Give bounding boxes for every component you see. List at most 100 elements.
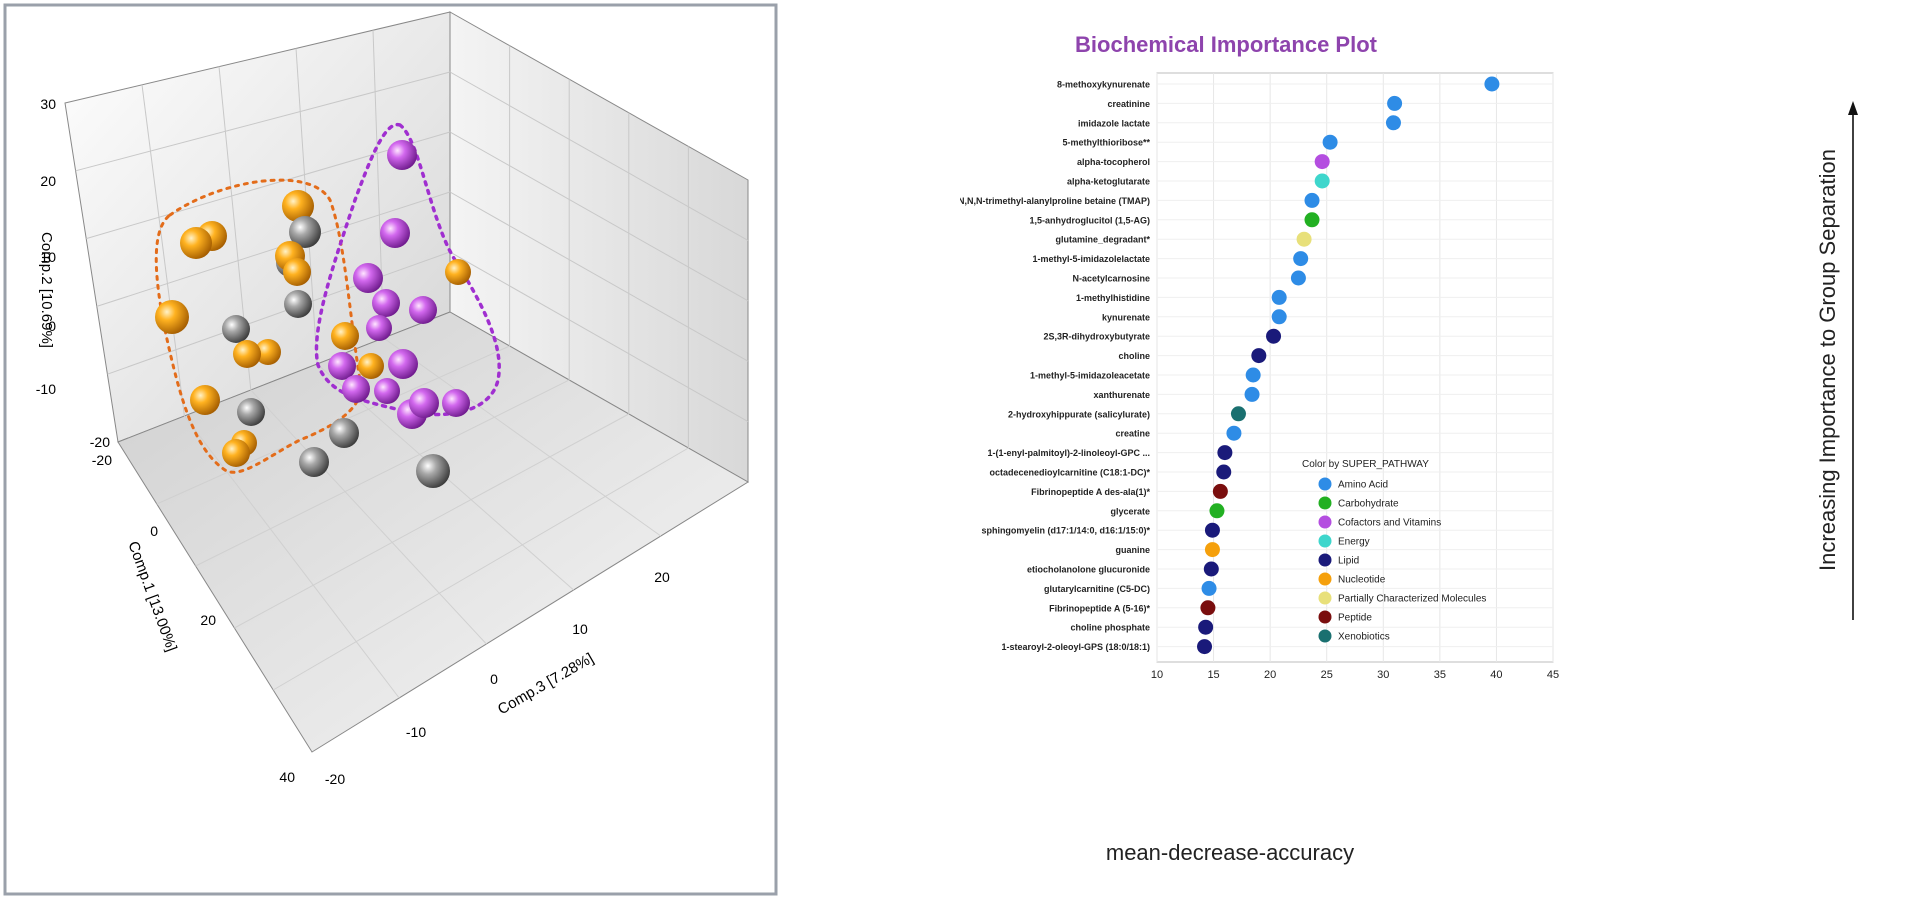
comp2-tick-10: 10: [40, 249, 56, 265]
orange-sphere: [222, 439, 250, 467]
comp3-tick-0: 0: [490, 671, 498, 687]
importance-plot-panel: Biochemical Importance Plot 8-methoxykyn…: [958, 0, 1908, 902]
purple-sphere: [409, 296, 437, 324]
grid-line: [449, 71, 749, 241]
metabolite-label: glutarylcarnitine (C5-DC): [1044, 584, 1150, 594]
comp2-axis-label: Comp.2 [10.69%]: [38, 232, 55, 348]
legend-swatch: [1318, 591, 1332, 605]
orange-sphere: [331, 322, 359, 350]
metabolite-label: glycerate: [1110, 506, 1150, 516]
importance-dot: [1293, 251, 1309, 267]
orange-sphere: [155, 300, 189, 334]
legend-label: Cofactors and Vitamins: [1338, 518, 1441, 529]
metabolite-label: Fibrinopeptide A (5-16)*: [1049, 603, 1150, 613]
importance-dot: [1216, 464, 1232, 480]
legend: Color by SUPER_PATHWAY Amino Acid Carbohy…: [1302, 459, 1486, 643]
importance-dot: [1203, 561, 1219, 577]
importance-dot: [1304, 212, 1320, 228]
metabolite-label: choline: [1118, 351, 1150, 361]
comp3-tick-neg20: -20: [325, 771, 345, 787]
importance-dot: [1204, 542, 1220, 558]
metabolite-label: 8-methoxykynurenate: [1057, 80, 1150, 90]
comp1-tick-20: 20: [200, 612, 216, 628]
legend-swatch: [1318, 629, 1332, 643]
grey-sphere: [222, 315, 250, 343]
purple-sphere: [328, 352, 356, 380]
importance-dot: [1484, 76, 1500, 92]
grid-line: [75, 71, 451, 172]
metabolite-labels: 8-methoxykynurenate creatinine imidazole l…: [958, 80, 1151, 653]
importance-dot: [1209, 503, 1225, 519]
importance-dot: [1198, 619, 1214, 635]
metabolite-label: N,N,N-trimethyl-alanylproline betaine (T…: [960, 196, 1150, 206]
comp2-tick-30: 30: [40, 96, 56, 112]
grey-sphere: [289, 216, 321, 248]
metabolite-label: glutamine_degradant*: [1055, 235, 1150, 245]
metabolite-label: Fibrinopeptide A des-ala(1)*: [1031, 487, 1150, 497]
x-tick-label: 20: [1264, 669, 1276, 681]
sphere-layer: [155, 140, 471, 488]
comp2-tick-20: 20: [40, 173, 56, 189]
grid-line: [383, 337, 662, 537]
metabolite-label: 1-stearoyl-2-oleoyl-GPS (18:0/18:1): [1001, 642, 1150, 652]
legend-label: Lipid: [1338, 556, 1359, 567]
orange-sphere: [283, 258, 311, 286]
pca-3d-panel: 30 20 10 0 -10 -20 Comp.2 [10.69%] -20 0…: [0, 0, 950, 902]
importance-dot: [1244, 386, 1260, 402]
legend-label: Energy: [1338, 537, 1370, 548]
comp2-tick-neg20: -20: [90, 434, 110, 450]
importance-dot: [1230, 406, 1246, 422]
metabolite-label: sphingomyelin (d17:1/14:0, d16:1/15:0)*: [981, 526, 1150, 536]
metabolite-label: creatinine: [1107, 99, 1150, 109]
metabolite-label: alpha-tocopherol: [1077, 157, 1150, 167]
grid-line: [141, 84, 185, 417]
metabolite-label: 5-methylthioribose**: [1062, 138, 1150, 148]
x-tick-label: 35: [1434, 669, 1446, 681]
metabolite-label: etiocholanolone glucuronide: [1027, 565, 1150, 575]
legend-label: Nucleotide: [1338, 575, 1386, 586]
grid-line: [449, 251, 749, 423]
x-tick-label: 10: [1151, 669, 1163, 681]
legend-swatch: [1318, 534, 1332, 548]
legend-swatch: [1318, 515, 1332, 529]
metabolite-label: 1-methyl-5-imidazoleacetate: [1030, 371, 1150, 381]
legend-label: Peptide: [1338, 613, 1372, 624]
orange-sphere: [358, 353, 384, 379]
x-tick-labels: 10 15 20 25 30 35 40 45: [1151, 669, 1559, 681]
orange-sphere: [190, 385, 220, 415]
metabolite-label: 1,5-anhydroglucitol (1,5-AG): [1029, 215, 1150, 225]
importance-dots: [1197, 76, 1500, 655]
importance-dot: [1200, 600, 1216, 616]
purple-sphere: [372, 289, 400, 317]
purple-sphere: [366, 315, 392, 341]
x-axis-label: mean-decrease-accuracy: [1106, 840, 1354, 865]
comp3-tick-neg10: -10: [406, 724, 426, 740]
importance-dot: [1322, 134, 1338, 150]
orange-sphere: [233, 340, 261, 368]
grid-line: [234, 413, 630, 629]
metabolite-label: 1-methyl-5-imidazolelactate: [1032, 254, 1150, 264]
grey-sphere: [284, 290, 312, 318]
comp1-tick-neg20: -20: [92, 452, 112, 468]
importance-dot: [1271, 289, 1287, 305]
metabolite-label: guanine: [1115, 545, 1150, 555]
legend-swatch: [1318, 496, 1332, 510]
x-tick-label: 45: [1547, 669, 1559, 681]
purple-sphere: [353, 263, 383, 293]
metabolite-label: 2S,3R-dihydroxybutyrate: [1043, 332, 1150, 342]
grid-line: [250, 389, 487, 645]
importance-arrow-head: [1848, 101, 1858, 115]
purple-sphere: [374, 378, 400, 404]
metabolite-label: 1-(1-enyl-palmitoyl)-2-linoleoyl-GPC ...: [987, 448, 1150, 458]
grid-line: [372, 30, 385, 339]
grid-line: [96, 191, 451, 307]
comp2-tick-0: 0: [48, 318, 56, 334]
grey-sphere: [237, 398, 265, 426]
legend-swatch: [1318, 572, 1332, 586]
importance-dot: [1296, 231, 1312, 247]
legend-label: Amino Acid: [1338, 480, 1388, 491]
legend-swatch: [1318, 610, 1332, 624]
metabolite-label: imidazole lactate: [1078, 118, 1150, 128]
metabolite-label: creatine: [1115, 429, 1150, 439]
importance-chart: Biochemical Importance Plot 8-methoxykyn…: [958, 32, 1858, 865]
